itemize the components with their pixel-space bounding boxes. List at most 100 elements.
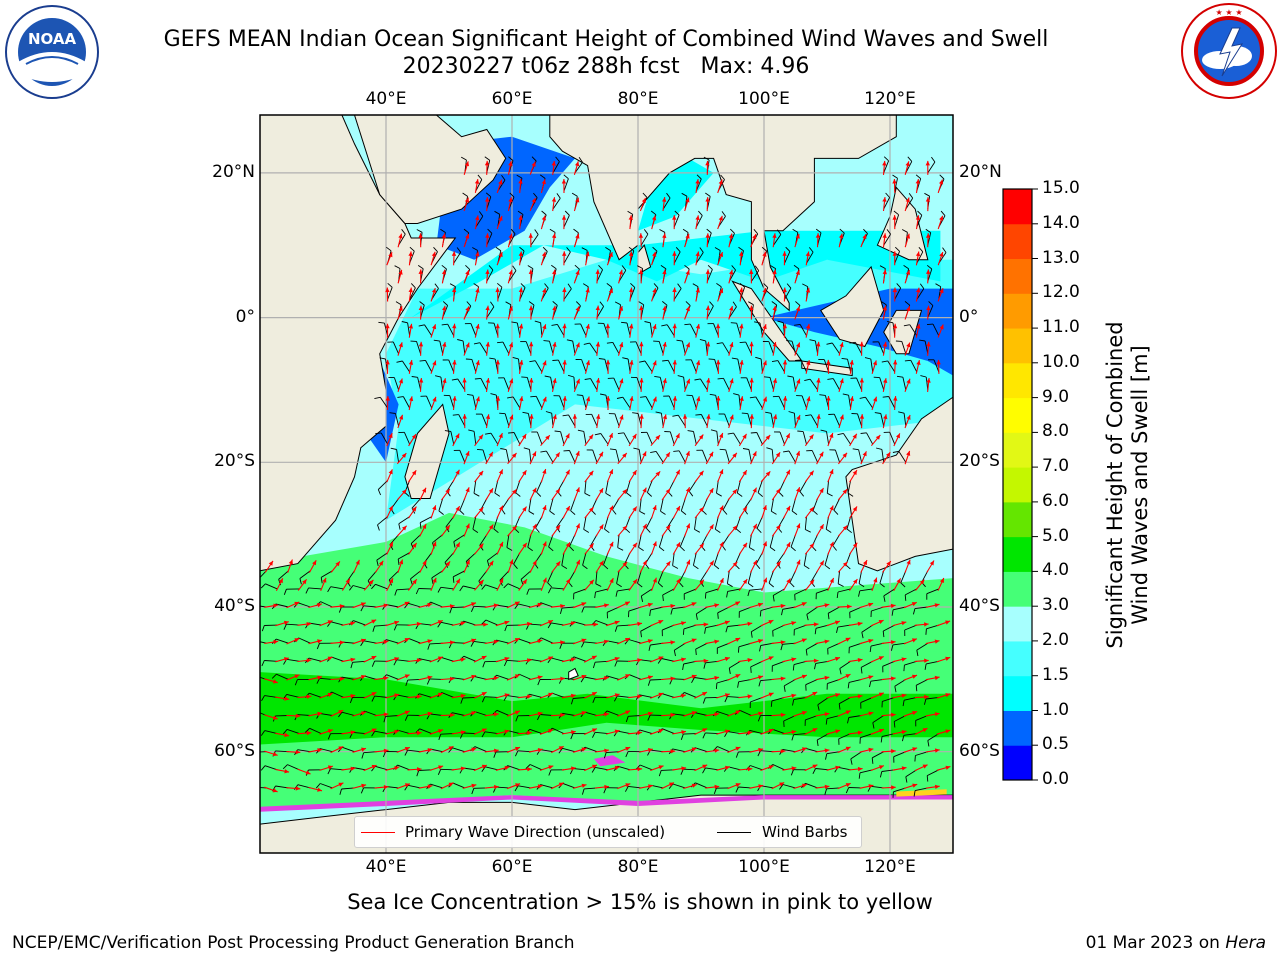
wind-barb <box>706 305 714 318</box>
wind-barb-feather <box>715 682 718 690</box>
wave-band-4-5m <box>260 672 953 745</box>
wind-barb <box>562 747 576 753</box>
wind-barb <box>772 728 785 735</box>
wind-barb <box>551 622 565 626</box>
wave-arrow-head <box>648 748 653 753</box>
wind-barb <box>452 712 465 716</box>
wind-barb-feather <box>492 709 498 715</box>
wind-barb <box>849 606 862 613</box>
wind-barb <box>627 358 631 372</box>
wave-band-bay-of-bengal <box>638 158 714 231</box>
wave-arrow-head <box>852 470 857 476</box>
wave-arrow-head <box>599 560 604 566</box>
wind-barb-feather <box>600 393 607 396</box>
wind-barb <box>684 588 697 595</box>
wind-barb <box>760 358 763 372</box>
wind-barb-feather <box>559 643 563 649</box>
wind-barb <box>927 268 933 282</box>
wind-barb-feather <box>640 631 642 638</box>
wave-arrow-head <box>529 378 534 383</box>
wind-barb-feather <box>584 378 591 380</box>
wind-barb <box>905 197 914 210</box>
wave-arrow-head <box>585 396 591 402</box>
wave-arrow-head <box>791 657 797 662</box>
wind-barb <box>860 733 873 739</box>
wind-barb <box>806 606 818 615</box>
wind-barb <box>276 673 289 680</box>
wave-arrow-head <box>939 578 944 583</box>
wave-arrow-head <box>609 505 614 511</box>
wind-barb-feather <box>660 510 666 515</box>
wind-barb-feather <box>551 323 558 326</box>
wave-arrow-head <box>339 640 345 645</box>
wind-barb <box>726 570 730 584</box>
wave-arrow-head <box>752 487 757 493</box>
wave-arrow-head <box>735 710 741 715</box>
wind-barb <box>551 413 554 427</box>
wave-arrow-head <box>408 287 413 293</box>
wind-barb <box>700 414 708 427</box>
wind-barb-feather <box>735 528 742 534</box>
wave-arrow-head <box>548 620 553 625</box>
wave-arrow-head <box>452 287 457 293</box>
wave-arrow-head <box>785 469 790 475</box>
wind-barb <box>724 413 730 427</box>
wave-arrow-head <box>581 783 587 788</box>
wave-arrow-head <box>806 360 811 366</box>
wind-barb-feather <box>583 529 590 533</box>
wave-arrow-head <box>527 767 532 772</box>
wind-barb-feather <box>777 320 784 324</box>
wave-arrow-head <box>780 640 786 645</box>
wave-arrow-head <box>441 233 446 239</box>
wave-arrow-head <box>639 378 644 383</box>
wind-barb <box>782 748 796 753</box>
wave-arrow-head <box>339 676 345 682</box>
arabian-peninsula <box>353 115 507 224</box>
wave-arrow-head <box>637 621 642 627</box>
wind-barb <box>831 342 840 355</box>
wave-arrow-head <box>452 323 457 329</box>
wind-barb-feather <box>694 378 701 381</box>
wave-arrow-head <box>905 197 910 203</box>
wind-barb <box>396 659 410 662</box>
colorbar-segment <box>1003 745 1032 781</box>
colorbar-segment <box>1003 640 1032 677</box>
wind-barb-feather <box>581 788 585 795</box>
wind-barb <box>486 306 495 318</box>
wind-barb <box>569 534 576 547</box>
wave-arrow-head <box>652 396 657 402</box>
wind-barb <box>450 431 455 445</box>
wind-barb-feather <box>401 321 408 324</box>
wave-arrow-head <box>552 414 557 420</box>
wave-arrow-head <box>934 603 940 608</box>
wave-arrow-head <box>555 488 560 494</box>
wave-arrow-head <box>464 161 469 167</box>
wind-barb-feather <box>659 229 666 233</box>
wave-arrow-head <box>519 360 524 365</box>
wind-barb <box>462 340 466 354</box>
wave-arrow-head <box>388 252 393 258</box>
wind-barb <box>590 534 598 547</box>
wind-barb <box>485 584 498 590</box>
wind-barb <box>440 621 454 626</box>
wave-arrow-head <box>752 451 757 457</box>
wind-barb <box>503 377 510 391</box>
wind-barb-feather <box>739 282 745 288</box>
wind-barb <box>556 516 565 528</box>
wind-barb <box>881 769 895 772</box>
wind-barb <box>683 377 686 390</box>
wave-arrow-head <box>527 694 532 699</box>
wave-arrow-head <box>338 782 344 787</box>
wind-barb <box>747 570 752 584</box>
wave-arrow-head <box>802 783 807 788</box>
wind-barb-feather <box>598 264 603 271</box>
wave-arrow-head <box>925 160 930 166</box>
wave-arrow-head <box>485 378 490 383</box>
wave-arrow-head <box>732 452 737 458</box>
wind-barb <box>661 693 675 698</box>
wind-barb-feather <box>460 156 467 161</box>
wind-barb-feather <box>604 528 610 534</box>
wind-barb <box>471 359 477 373</box>
wave-arrow-head <box>859 377 864 383</box>
wave-arrow-head <box>868 602 874 607</box>
